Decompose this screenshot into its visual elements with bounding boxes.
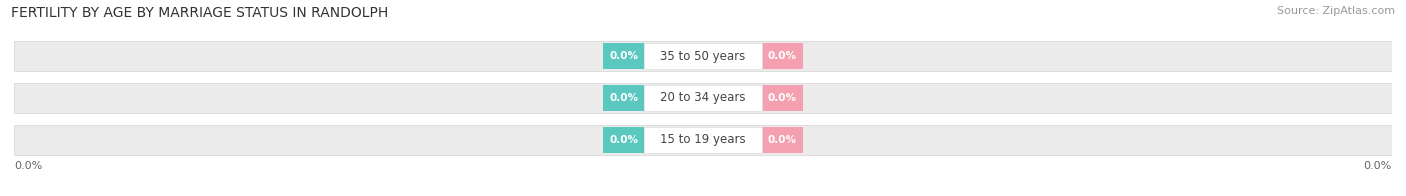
Bar — [762, 43, 803, 69]
Bar — [762, 127, 803, 153]
Text: 20 to 34 years: 20 to 34 years — [661, 92, 745, 104]
Bar — [14, 125, 1392, 155]
Bar — [644, 43, 762, 69]
Text: 0.0%: 0.0% — [609, 93, 638, 103]
Bar — [14, 41, 1392, 71]
Bar — [603, 85, 644, 111]
Text: 0.0%: 0.0% — [14, 161, 42, 171]
Text: 0.0%: 0.0% — [768, 135, 797, 145]
Text: 0.0%: 0.0% — [768, 51, 797, 61]
Bar — [762, 85, 803, 111]
Text: 0.0%: 0.0% — [768, 93, 797, 103]
Text: FERTILITY BY AGE BY MARRIAGE STATUS IN RANDOLPH: FERTILITY BY AGE BY MARRIAGE STATUS IN R… — [11, 6, 388, 20]
Bar — [603, 43, 644, 69]
Bar — [644, 127, 762, 153]
Text: 15 to 19 years: 15 to 19 years — [661, 133, 745, 146]
Bar — [603, 127, 644, 153]
Bar — [644, 85, 762, 111]
Text: 0.0%: 0.0% — [1364, 161, 1392, 171]
Text: 35 to 50 years: 35 to 50 years — [661, 50, 745, 63]
Bar — [14, 83, 1392, 113]
Text: 0.0%: 0.0% — [609, 135, 638, 145]
Text: 0.0%: 0.0% — [609, 51, 638, 61]
Text: Source: ZipAtlas.com: Source: ZipAtlas.com — [1277, 6, 1395, 16]
